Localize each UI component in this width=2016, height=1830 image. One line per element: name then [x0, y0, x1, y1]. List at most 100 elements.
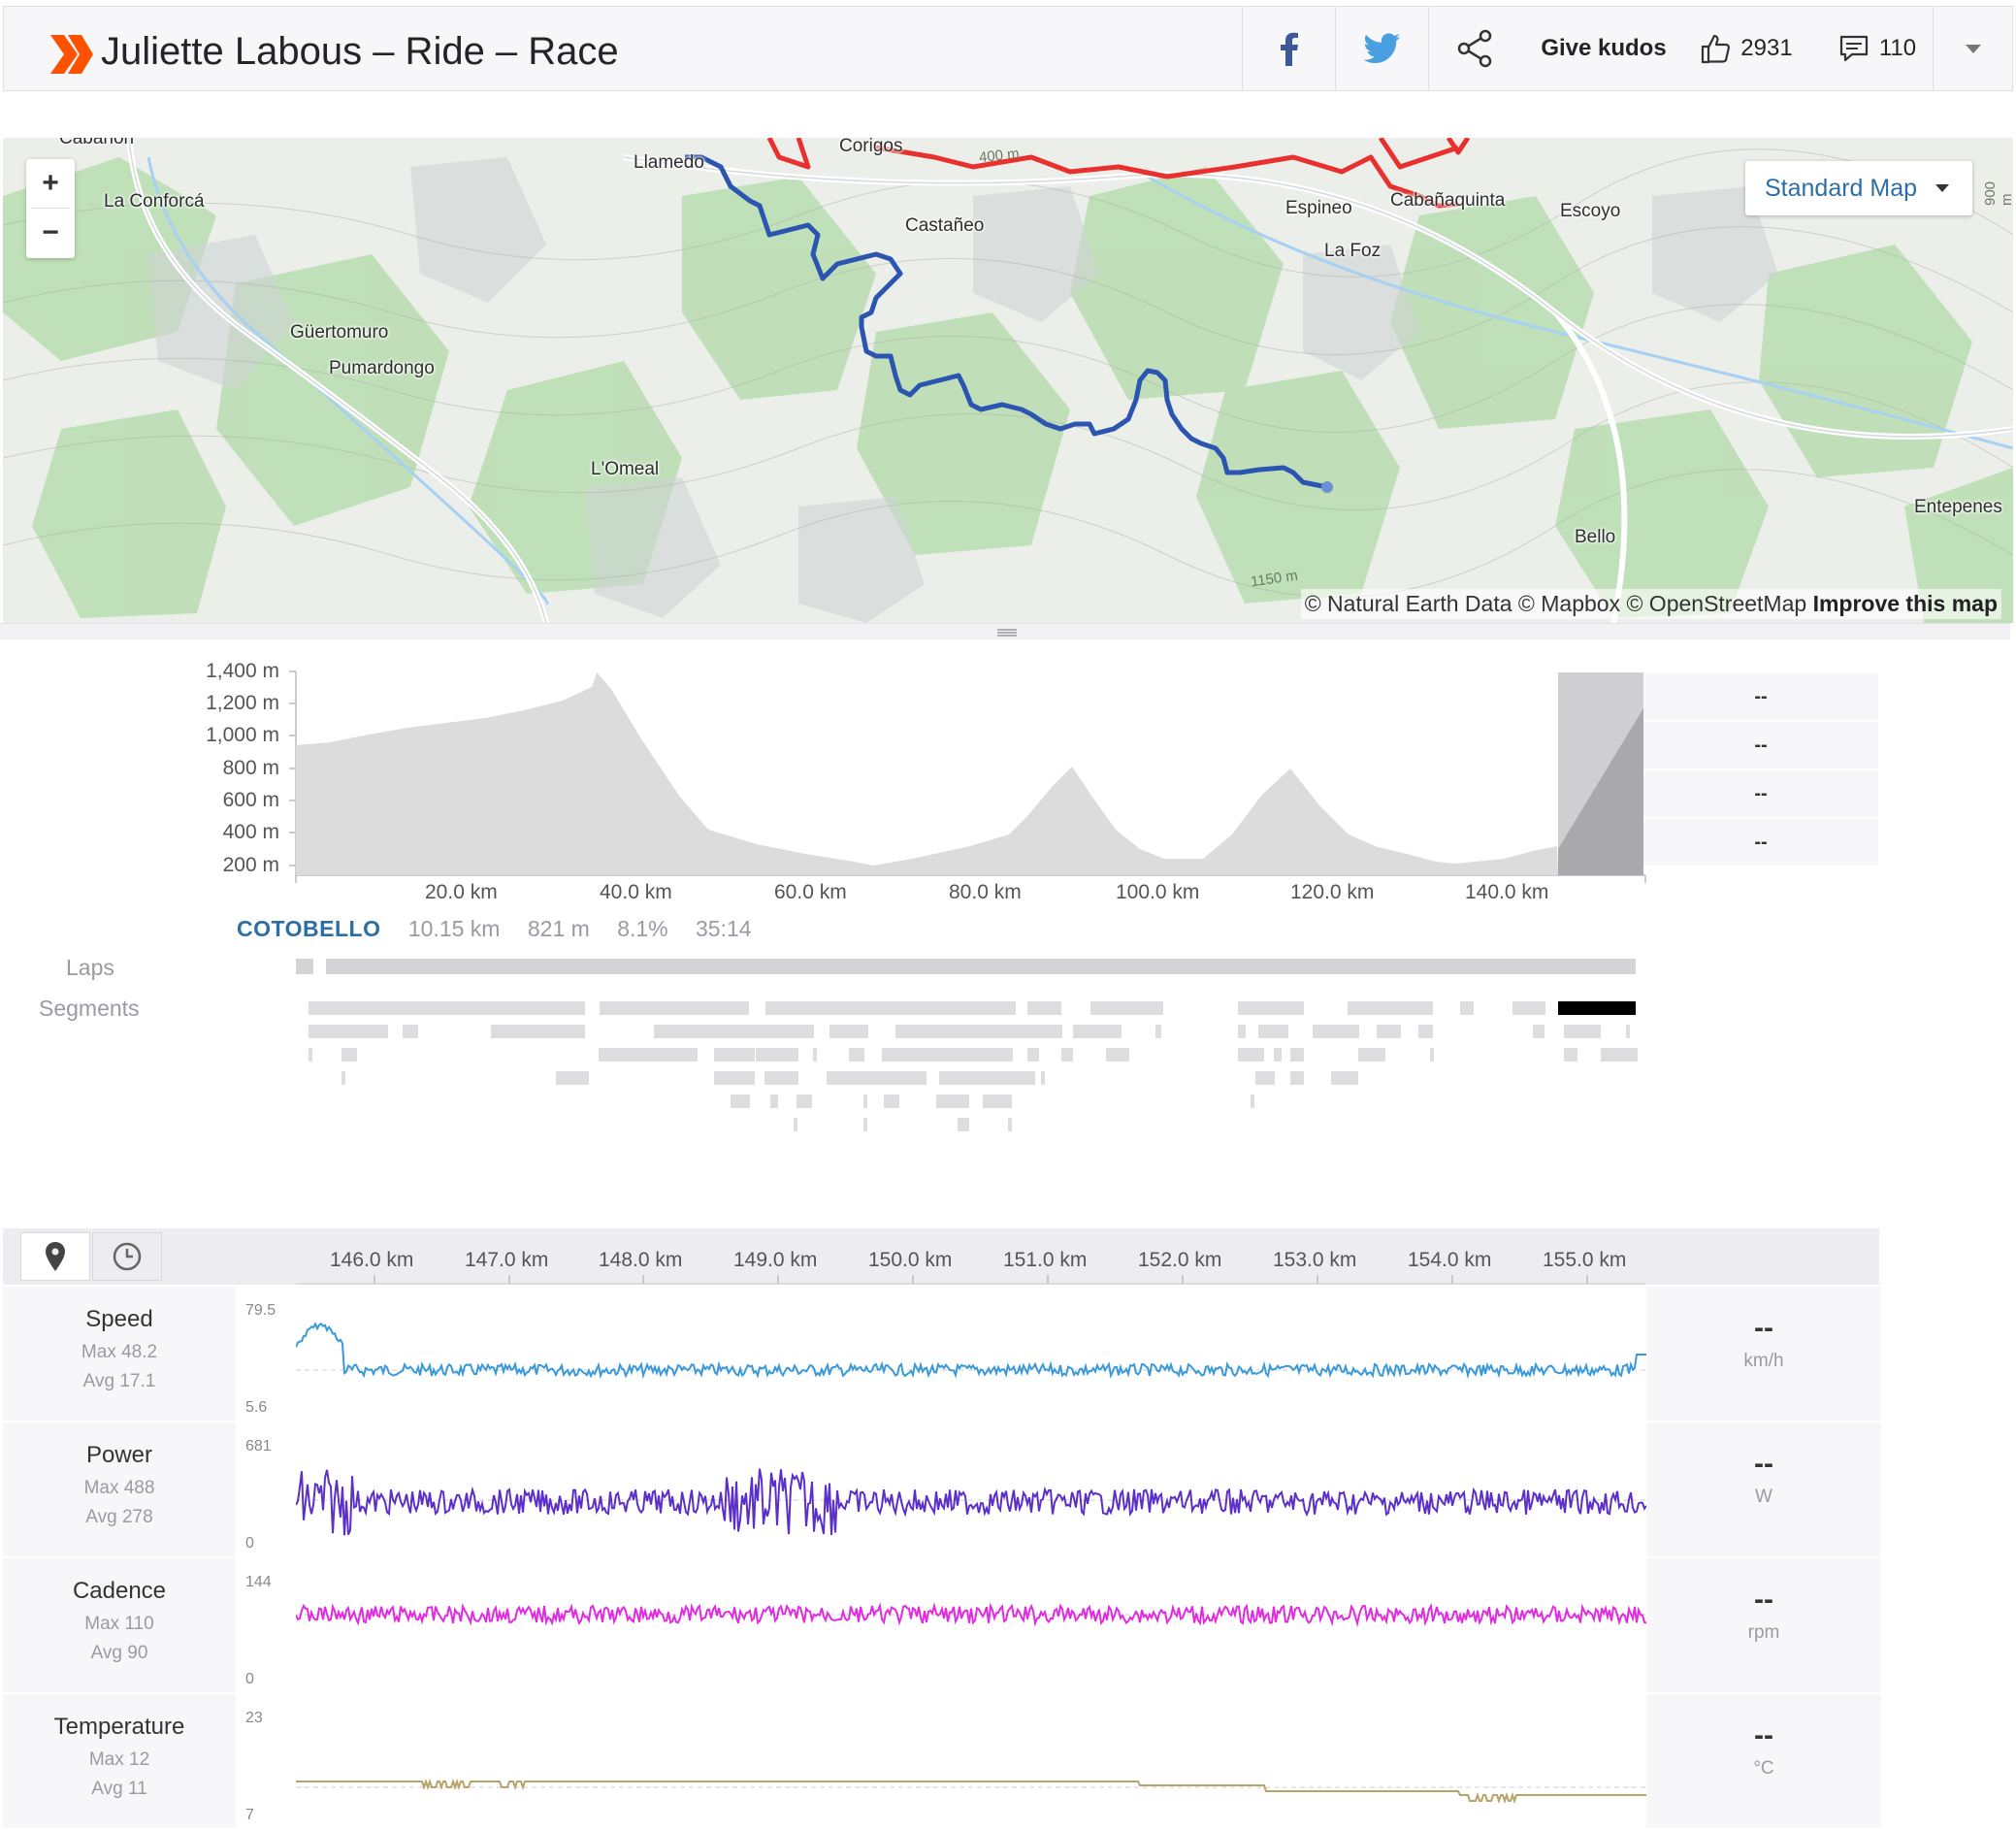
place-label: Llamedo — [634, 152, 704, 173]
comments-button[interactable]: 110 — [1824, 7, 1931, 90]
route-map[interactable]: + − Standard Map Cabañón Llamedo Corigos… — [3, 138, 2013, 623]
elevation-x-tick: 80.0 km — [949, 881, 1022, 903]
zoom-divider — [32, 208, 69, 209]
elevation-chart[interactable] — [0, 640, 2016, 893]
segments-row-label: Segments — [39, 996, 140, 1021]
stream-y-min: 0 — [245, 1535, 254, 1552]
power-line-chart[interactable] — [296, 1422, 1646, 1556]
strava-chevron-icon — [50, 35, 93, 74]
power-trace — [296, 1468, 1646, 1536]
stream-name: Speed — [85, 1306, 153, 1332]
selected-segment-info: COTOBELLO 10.15 km 821 m 8.1% 35:14 — [237, 916, 752, 942]
stream-unit: km/h — [1743, 1351, 1784, 1371]
give-kudos-label: Give kudos — [1541, 35, 1667, 61]
elevation-y-tick: 1,200 m — [206, 692, 279, 714]
stream-avg: Avg 278 — [85, 1507, 153, 1527]
stream-value: -- — [1754, 1448, 1773, 1480]
map-pin-icon — [46, 1242, 65, 1271]
more-actions-dropdown[interactable] — [1934, 7, 2013, 90]
elevation-x-tick: 60.0 km — [774, 881, 847, 903]
stream-x-tick: 146.0 km — [330, 1249, 414, 1271]
route-line — [685, 154, 1328, 490]
elevation-x-tick: 20.0 km — [425, 881, 498, 903]
temperature-stream-row: Temperature Max 12 Avg 11 23 7 -- °C — [3, 1694, 2013, 1830]
map-type-dropdown[interactable]: Standard Map — [1745, 161, 1972, 215]
stream-name: Cadence — [72, 1578, 167, 1604]
elevation-x-tick: 120.0 km — [1290, 881, 1375, 903]
facebook-share-button[interactable] — [1243, 7, 1335, 90]
header-divider — [1335, 7, 1336, 90]
elevation-profile — [296, 672, 1558, 875]
stream-y-min: 0 — [245, 1671, 254, 1687]
speed-line-chart[interactable] — [296, 1287, 1646, 1421]
stream-y-min: 7 — [245, 1807, 254, 1823]
stream-max: Max 110 — [84, 1614, 154, 1634]
kudos-count-button[interactable]: 2931 — [1688, 7, 1805, 90]
elevation-side-value: -- — [1643, 770, 1878, 819]
temperature-trace — [296, 1778, 1646, 1805]
stream-x-tick: 147.0 km — [465, 1249, 549, 1271]
header-divider — [1242, 7, 1243, 90]
map-attribution: © Natural Earth Data © Mapbox © OpenStre… — [1300, 589, 2001, 619]
stream-y-max: 144 — [245, 1574, 272, 1590]
elevation-side-value: -- — [1643, 673, 1878, 722]
header-divider — [1933, 7, 1934, 90]
elevation-x-tick: 140.0 km — [1465, 881, 1549, 903]
temperature-stream-label: Temperature Max 12 Avg 11 — [3, 1694, 236, 1828]
twitter-share-button[interactable] — [1336, 7, 1428, 90]
speed-trace — [296, 1322, 1646, 1380]
clock-icon — [113, 1242, 142, 1271]
place-label: La Conforcá — [104, 191, 205, 212]
temperature-line-chart[interactable] — [296, 1694, 1646, 1828]
lap-bar[interactable] — [326, 959, 1636, 974]
lap-bar[interactable] — [296, 959, 313, 974]
improve-map-link[interactable]: Improve this map — [1812, 591, 1998, 616]
stream-y-min: 5.6 — [245, 1399, 268, 1416]
zoom-in-button[interactable]: + — [42, 167, 59, 199]
laps-row-label: Laps — [66, 955, 114, 980]
give-kudos-button[interactable]: Give kudos — [1531, 7, 1676, 90]
zoom-out-button[interactable]: − — [42, 216, 59, 248]
time-mode-button[interactable] — [92, 1232, 162, 1281]
segment-name[interactable]: COTOBELLO — [237, 916, 381, 941]
stream-x-tick: 154.0 km — [1408, 1249, 1492, 1271]
speed-stream-row: Speed Max 48.2 Avg 17.1 79.5 5.6 -- km/h — [3, 1287, 2013, 1422]
map-type-label: Standard Map — [1765, 174, 1918, 202]
stream-value: -- — [1754, 1719, 1773, 1751]
cadence-line-chart[interactable] — [296, 1558, 1646, 1692]
stream-name: Power — [85, 1442, 153, 1468]
place-label: L'Omeal — [591, 459, 660, 479]
stream-y-max: 23 — [245, 1710, 263, 1726]
stream-x-tick: 150.0 km — [868, 1249, 953, 1271]
activity-title: Juliette Labous – Ride – Race — [101, 30, 619, 73]
place-label: Pumardongo — [329, 358, 435, 378]
stream-x-tick: 155.0 km — [1543, 1249, 1627, 1271]
cadence-trace — [296, 1602, 1646, 1627]
elevation-y-tick: 1,400 m — [206, 660, 279, 682]
elevation-y-tick: 400 m — [222, 821, 279, 843]
map-resize-handle[interactable] — [0, 623, 2010, 639]
distance-mode-button[interactable] — [20, 1232, 90, 1281]
segment-elevation: 821 m — [527, 916, 590, 941]
place-label: Cabañón — [59, 138, 135, 148]
stream-max: Max 488 — [83, 1478, 155, 1498]
map-terrain — [3, 138, 2013, 623]
place-label: Corigos — [839, 138, 903, 156]
share-button[interactable] — [1429, 7, 1521, 90]
elevation-y-tick: 600 m — [222, 789, 279, 811]
stream-max: Max 12 — [88, 1749, 150, 1770]
elevation-section: 1,400 m 1,200 m 1,000 m 800 m 600 m 400 … — [0, 640, 2016, 1232]
elevation-x-tick: 100.0 km — [1116, 881, 1200, 903]
power-stream-row: Power Max 488 Avg 278 681 0 -- W — [3, 1422, 2013, 1558]
selected-segment-bar[interactable] — [1558, 1001, 1636, 1015]
stream-x-tick: 148.0 km — [599, 1249, 683, 1271]
kudos-count: 2931 — [1740, 35, 1793, 61]
segments-track — [309, 1001, 1638, 1131]
place-label: Cabañaquinta — [1390, 190, 1506, 211]
chevron-down-icon — [1966, 45, 1981, 53]
place-label: Entepenes — [1914, 497, 2002, 517]
stream-avg: Avg 17.1 — [82, 1371, 156, 1391]
segment-grade: 8.1% — [617, 916, 668, 941]
header-divider — [1428, 7, 1429, 90]
cadence-stream-label: Cadence Max 110 Avg 90 — [3, 1558, 236, 1692]
